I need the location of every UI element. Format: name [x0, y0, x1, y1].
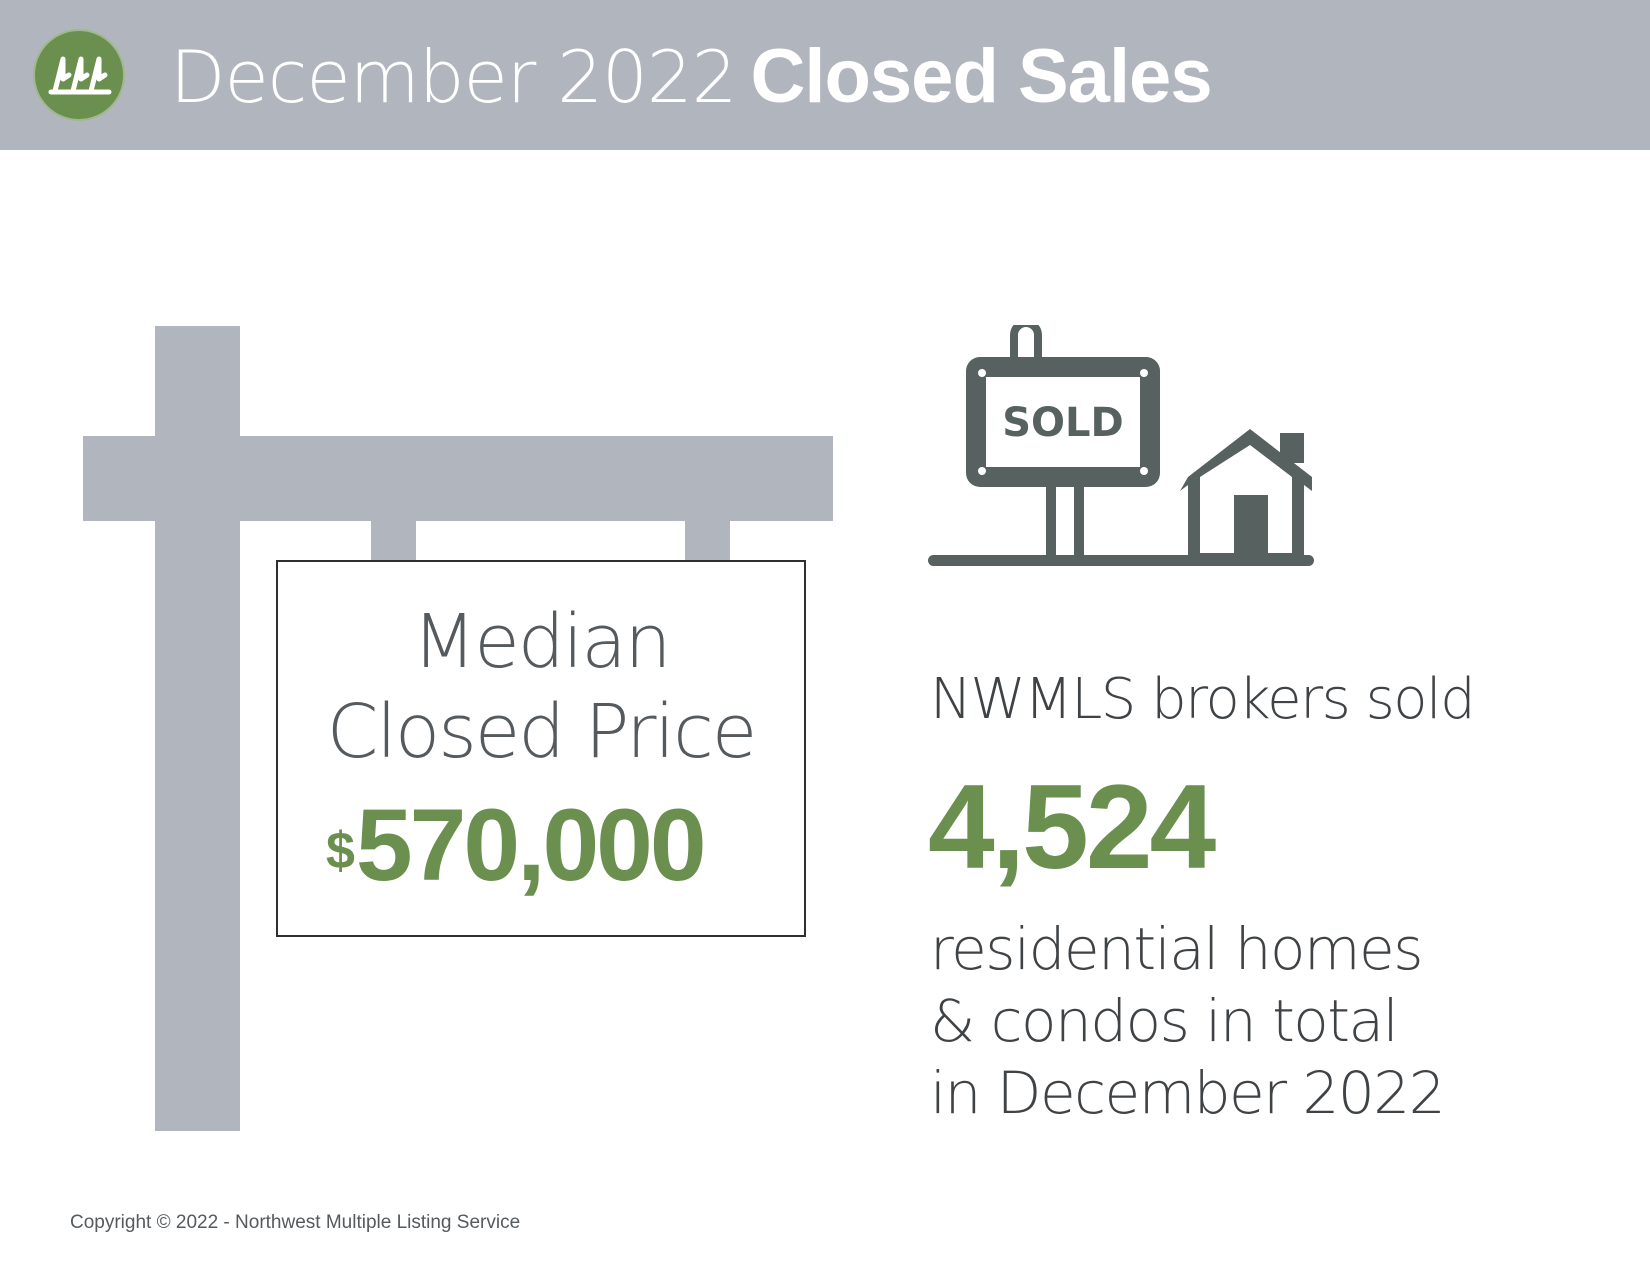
- sign-post-arm: [83, 436, 833, 521]
- header-bar: December 2022 Closed Sales: [0, 0, 1650, 150]
- title-date: December 2022: [170, 35, 737, 119]
- sold-sign-text: SOLD: [1002, 400, 1124, 446]
- copyright-text: Copyright © 2022 - Northwest Multiple Li…: [70, 1212, 521, 1233]
- title-main: Closed Sales: [750, 34, 1212, 119]
- brokers-sold-text: NWMLS brokers sold: [930, 667, 1476, 732]
- trees-logo-icon: [33, 29, 125, 121]
- median-price-sign: Median Closed Price $570,000: [276, 560, 806, 937]
- homes-sold-count: 4,524: [928, 760, 1216, 894]
- median-label-line1: Median: [412, 599, 671, 685]
- currency-symbol: $: [326, 822, 355, 880]
- sign-hanger-left: [371, 521, 416, 562]
- sign-hanger-right: [685, 521, 730, 562]
- median-label-line2: Closed Price: [326, 689, 758, 775]
- median-price-value: $570,000: [326, 788, 707, 902]
- summary-desc-line2: & condos in total: [930, 987, 1399, 1055]
- price-amount: 570,000: [355, 788, 707, 902]
- sold-sign-house-icon: SOLD: [928, 325, 1314, 566]
- summary-desc-line3: in December 2022: [930, 1059, 1446, 1127]
- summary-desc-line1: residential homes: [930, 915, 1423, 983]
- page-title: December 2022 Closed Sales: [170, 32, 1213, 122]
